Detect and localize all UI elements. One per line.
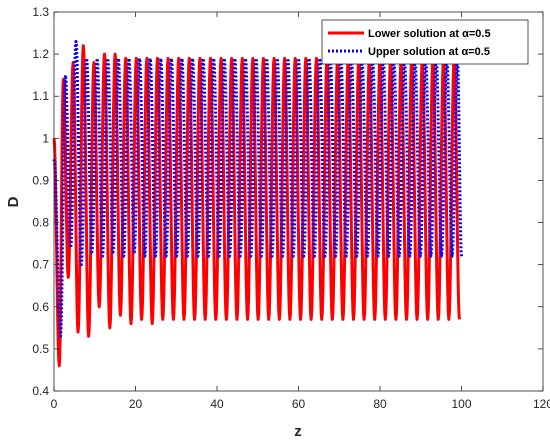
y-axis: 0.4 0.5 0.6 0.7 0.8 0.9 1 1.1 1.2 1.3 [32, 5, 543, 398]
series-line-upper [52, 39, 463, 338]
x-tick-label: 80 [373, 397, 387, 411]
y-tick-label: 0.4 [32, 384, 49, 398]
legend-label-lower: Lower solution at α=0.5 [368, 28, 491, 40]
x-tick-label: 40 [210, 397, 224, 411]
x-tick-label: 120 [533, 397, 550, 411]
y-tick-label: 1 [42, 131, 49, 145]
y-tick-label: 0.9 [32, 173, 49, 187]
x-tick-label: 100 [451, 397, 471, 411]
y-tick-label: 0.8 [32, 216, 49, 230]
legend: Lower solution at α=0.5 Upper solution a… [321, 19, 529, 65]
x-axis-label: z [294, 423, 302, 440]
x-axis: 0 20 40 60 80 100 120 [51, 12, 550, 411]
y-tick-label: 0.5 [32, 342, 49, 356]
x-tick-label: 20 [129, 397, 143, 411]
x-tick-label: 0 [51, 397, 58, 411]
y-tick-label: 1.2 [32, 47, 49, 61]
y-tick-label: 1.1 [32, 89, 49, 103]
legend-label-upper: Upper solution at α=0.5 [368, 46, 490, 58]
y-tick-label: 0.6 [32, 300, 49, 314]
x-tick-label: 60 [292, 397, 306, 411]
y-axis-label: D [5, 196, 22, 207]
y-tick-label: 0.7 [32, 258, 49, 272]
series-layer [52, 39, 463, 368]
legend-box [321, 19, 529, 65]
y-tick-label: 1.3 [32, 5, 49, 19]
